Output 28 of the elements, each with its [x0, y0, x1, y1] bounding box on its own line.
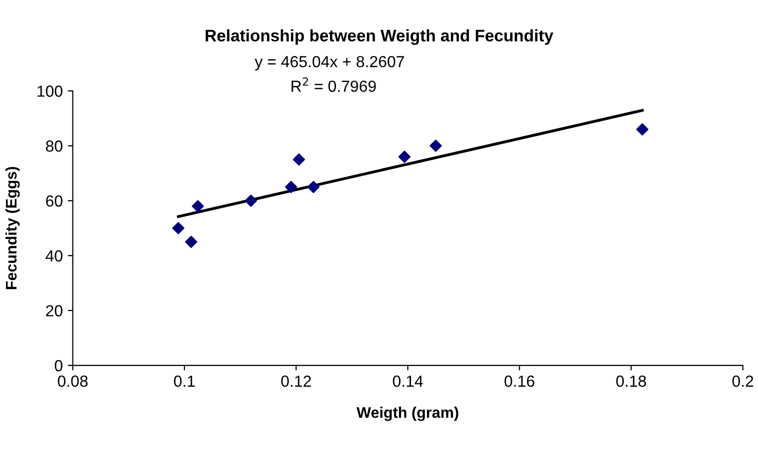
y-tick-label: 100: [38, 86, 62, 97]
point: [307, 180, 320, 194]
point: [430, 140, 442, 152]
chart-title: Relationship between Weigth and Fecundity: [206, 29, 554, 45]
y-tick-label: 60: [46, 195, 62, 207]
y-tick-label: 0: [54, 360, 62, 372]
x-tick-label: 0.2: [732, 376, 754, 387]
x-tick-label: 0.18: [616, 376, 646, 387]
y-axis-title: Fecundity (Eggs): [5, 166, 20, 290]
x-tick-label: 0.08: [58, 376, 88, 387]
x-tick-label: 0.1: [174, 376, 195, 387]
x-axis-title: Weigth (gram): [356, 406, 458, 421]
point: [185, 236, 198, 248]
y-tick-label: 40: [46, 250, 62, 262]
y-tick-label: 80: [46, 140, 62, 152]
text: y = 465.04x + 8.2607: [254, 56, 404, 70]
x-tick-label: 0.14: [392, 376, 423, 387]
point: [636, 123, 648, 136]
point: [172, 222, 184, 234]
point: [192, 200, 204, 212]
annotation: R$^{2}$ = 0.7969: [292, 77, 376, 92]
point: [244, 194, 257, 207]
x-tick-label: 0.12: [281, 376, 311, 387]
y-tick-label: 20: [46, 305, 62, 316]
x-tick-label: 0.16: [504, 376, 534, 387]
point: [398, 150, 411, 163]
point: [285, 180, 298, 194]
point: [292, 153, 305, 166]
